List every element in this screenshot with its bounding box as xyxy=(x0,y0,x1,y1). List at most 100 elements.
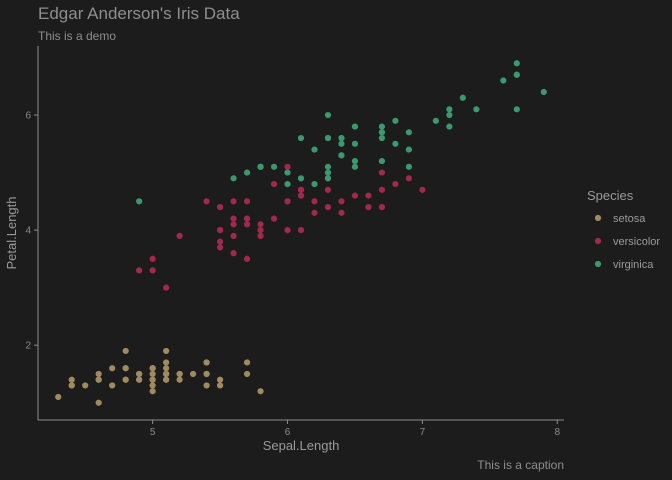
data-point xyxy=(311,209,318,216)
legend-label-virginica: virginica xyxy=(613,259,654,271)
data-point xyxy=(122,376,129,383)
data-point xyxy=(230,198,237,205)
data-point xyxy=(243,215,251,222)
data-point xyxy=(405,175,412,182)
data-point xyxy=(163,284,170,291)
data-point xyxy=(68,382,75,389)
data-point xyxy=(324,175,332,182)
data-point xyxy=(68,376,75,383)
data-point xyxy=(311,146,318,153)
data-point xyxy=(392,117,399,124)
data-point xyxy=(230,221,237,228)
data-point xyxy=(513,71,520,78)
data-point xyxy=(149,365,156,372)
data-point xyxy=(459,94,466,101)
legend-key-versicolor xyxy=(594,237,602,245)
data-point xyxy=(405,146,412,153)
y-tick-label: 2 xyxy=(25,341,31,352)
data-point xyxy=(257,227,264,234)
legend-label-versicolor: versicolor xyxy=(613,236,660,248)
data-point xyxy=(378,123,386,130)
data-point xyxy=(257,232,264,239)
data-point xyxy=(284,169,291,176)
data-point xyxy=(324,169,332,176)
data-point xyxy=(432,117,439,124)
data-point xyxy=(405,129,412,136)
data-point xyxy=(216,376,224,383)
x-axis-ticks: 5 6 7 8 xyxy=(150,420,560,438)
data-point xyxy=(109,382,116,389)
data-point xyxy=(500,77,507,84)
data-point xyxy=(243,359,251,366)
x-tick-label: 7 xyxy=(420,427,426,438)
data-point xyxy=(324,134,332,142)
data-point xyxy=(163,365,170,372)
data-point xyxy=(203,359,210,366)
data-point xyxy=(149,255,156,262)
data-point xyxy=(338,134,345,142)
data-point xyxy=(324,204,332,211)
data-point xyxy=(163,347,170,355)
data-point xyxy=(365,204,372,211)
data-point xyxy=(513,60,520,67)
data-point xyxy=(446,123,453,130)
data-point xyxy=(136,370,143,378)
data-point xyxy=(203,370,210,378)
legend-key-virginica xyxy=(594,260,602,268)
data-point xyxy=(473,106,480,113)
chart-caption: This is a caption xyxy=(477,458,564,472)
data-point xyxy=(311,180,318,188)
legend-label-setosa: setosa xyxy=(613,213,646,225)
data-point xyxy=(270,180,278,188)
x-tick-label: 8 xyxy=(554,427,560,438)
data-point xyxy=(338,209,345,216)
data-point xyxy=(257,221,264,228)
data-point xyxy=(136,267,143,274)
data-point xyxy=(122,347,129,355)
legend: Species setosa versicolor virginica xyxy=(587,188,660,271)
data-point xyxy=(136,198,143,205)
data-point xyxy=(446,111,453,119)
data-point xyxy=(351,163,359,170)
data-point xyxy=(540,88,547,96)
x-tick-label: 5 xyxy=(150,427,156,438)
data-point xyxy=(351,157,359,165)
data-point xyxy=(270,215,278,222)
data-point xyxy=(55,393,62,401)
data-point xyxy=(230,175,237,182)
data-point xyxy=(378,186,386,193)
data-point xyxy=(284,227,291,234)
series-setosa xyxy=(55,347,264,406)
data-point xyxy=(216,244,224,251)
data-point xyxy=(257,163,264,170)
data-point xyxy=(122,365,129,372)
axes: 5 6 7 8 2 4 6 xyxy=(25,46,564,438)
data-point xyxy=(149,376,156,383)
data-point xyxy=(378,169,386,176)
data-point xyxy=(243,255,251,262)
data-point xyxy=(95,399,102,406)
data-point xyxy=(176,376,183,383)
y-tick-label: 6 xyxy=(25,111,31,122)
data-point xyxy=(216,238,224,245)
data-point xyxy=(338,140,345,147)
data-point xyxy=(243,169,251,176)
data-point xyxy=(230,232,237,239)
series-virginica xyxy=(136,60,547,205)
chart-title: Edgar Anderson's Iris Data xyxy=(38,4,240,23)
y-axis-ticks: 2 4 6 xyxy=(25,111,38,352)
data-point xyxy=(243,221,251,228)
x-tick-label: 6 xyxy=(285,427,291,438)
data-point xyxy=(149,370,156,378)
data-point xyxy=(176,370,183,378)
data-point xyxy=(82,382,89,389)
y-tick-label: 4 xyxy=(25,226,31,237)
legend-items: setosa versicolor virginica xyxy=(594,213,660,271)
data-point xyxy=(351,140,359,147)
data-point xyxy=(378,157,386,165)
data-point xyxy=(95,370,102,378)
data-point xyxy=(311,198,318,205)
data-point xyxy=(324,163,332,170)
